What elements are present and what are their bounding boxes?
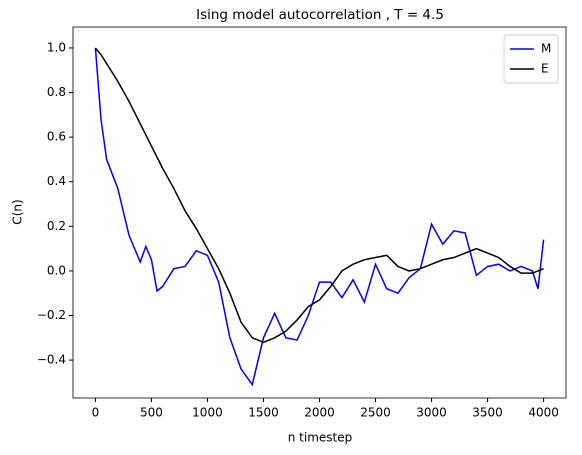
legend-box: [503, 34, 559, 84]
x-tick-label: 4000: [528, 406, 559, 420]
x-tick-label: 2500: [360, 406, 391, 420]
x-tick-label: 0: [92, 406, 100, 420]
y-tick-label: −0.4: [37, 353, 66, 367]
x-tick-label: 3000: [416, 406, 447, 420]
x-tick-label: 1000: [192, 406, 223, 420]
x-tick-label: 500: [140, 406, 163, 420]
line-series: [94, 47, 545, 387]
line-series: [94, 47, 544, 344]
x-axis-label: n timestep: [288, 431, 353, 445]
y-tick-label: 0.8: [47, 85, 66, 99]
legend-label: E: [541, 62, 549, 76]
x-tick-label: 3500: [472, 406, 503, 420]
x-tick-label: 1500: [248, 406, 279, 420]
chart-title: Ising model autocorrelation , T = 4.5: [196, 7, 444, 23]
y-tick-label: 0.0: [47, 263, 66, 277]
x-tick-label: 2000: [304, 406, 335, 420]
y-tick-label: 0.2: [47, 219, 66, 233]
y-axis-label: C(n): [11, 199, 25, 224]
plot-frame: [72, 26, 567, 399]
y-tick-label: −0.2: [37, 308, 66, 322]
y-tick-label: 0.4: [47, 174, 66, 188]
y-tick-label: 1.0: [47, 40, 66, 54]
legend-label: M: [541, 42, 551, 56]
y-tick-label: 0.6: [47, 130, 66, 144]
